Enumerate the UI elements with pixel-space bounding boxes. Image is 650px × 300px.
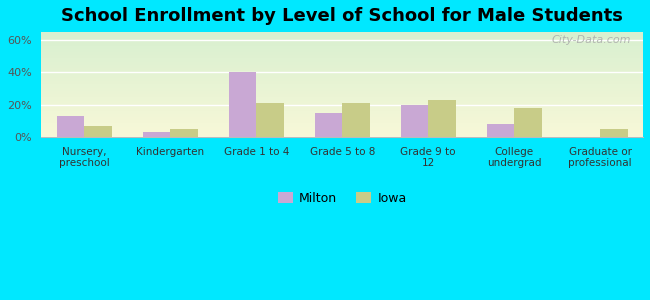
Bar (256, 103, 284, 137)
Bar (57, 116, 84, 137)
Bar (229, 72, 256, 137)
Text: City-Data.com: City-Data.com (551, 35, 631, 45)
Bar (143, 132, 170, 137)
Bar (600, 129, 628, 137)
Title: School Enrollment by Level of School for Male Students: School Enrollment by Level of School for… (61, 7, 623, 25)
Bar (343, 103, 370, 137)
Bar (514, 108, 541, 137)
Bar (170, 129, 198, 137)
Bar (84, 125, 112, 137)
Bar (487, 124, 514, 137)
Bar (428, 100, 456, 137)
Bar (315, 112, 343, 137)
Bar (400, 105, 428, 137)
Legend: Milton, Iowa: Milton, Iowa (273, 187, 411, 210)
